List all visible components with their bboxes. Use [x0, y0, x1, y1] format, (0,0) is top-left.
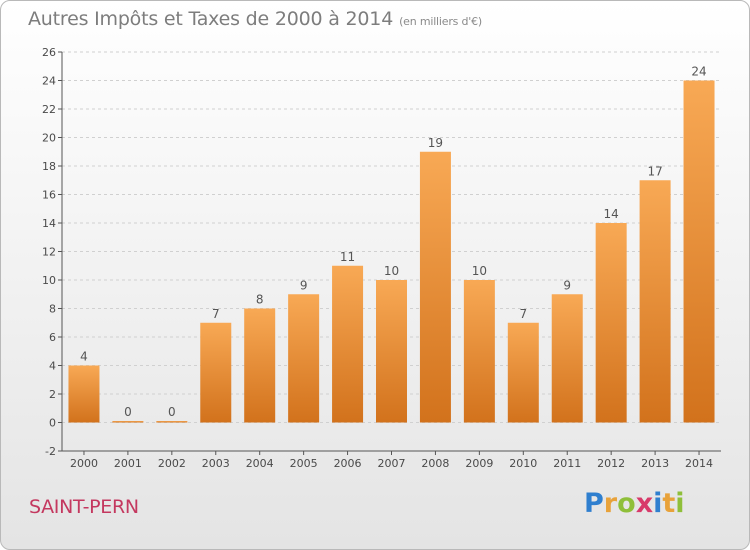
x-tick-label-2008: 2008 — [421, 457, 449, 470]
bar-2003 — [200, 322, 232, 423]
y-tick-label: 4 — [49, 360, 56, 373]
bar-2005 — [288, 294, 320, 423]
y-tick-label: 22 — [42, 103, 56, 116]
x-tick-label-2014: 2014 — [685, 457, 713, 470]
chart-subtitle: (en milliers d'€) — [399, 15, 482, 28]
x-tick-label-2013: 2013 — [641, 457, 669, 470]
logo-letter: t — [662, 488, 676, 519]
labels: -202468101214161820222426420000200102002… — [42, 46, 713, 470]
value-label-2000: 4 — [80, 350, 88, 364]
x-tick-label-2000: 2000 — [70, 457, 98, 470]
bar-2014 — [683, 80, 715, 423]
logo-letter: o — [617, 488, 636, 519]
bar-2013 — [639, 180, 671, 423]
x-tick-label-2010: 2010 — [509, 457, 537, 470]
y-tick-label: 24 — [42, 75, 56, 88]
logo-letter: x — [635, 488, 654, 519]
y-tick-label: 12 — [42, 246, 56, 259]
value-label-2006: 11 — [340, 250, 355, 264]
value-label-2009: 10 — [472, 264, 487, 278]
x-tick-label-2002: 2002 — [158, 457, 186, 470]
axes — [58, 51, 721, 455]
y-tick-label: 18 — [42, 160, 56, 173]
logo-letter: i — [675, 488, 685, 519]
y-tick-label: 8 — [49, 303, 56, 316]
x-tick-label-2001: 2001 — [114, 457, 142, 470]
x-tick-label-2007: 2007 — [378, 457, 406, 470]
value-label-2005: 9 — [300, 278, 308, 292]
y-tick-label: -2 — [45, 445, 56, 458]
commune-name: SAINT-PERN — [29, 496, 139, 518]
bar-2011 — [551, 294, 583, 423]
logo-letter: i — [653, 488, 663, 519]
y-tick-label: 26 — [42, 46, 56, 59]
bar-2001 — [112, 421, 144, 423]
value-label-2003: 7 — [212, 307, 220, 321]
y-tick-label: 16 — [42, 189, 56, 202]
x-tick-label-2011: 2011 — [553, 457, 581, 470]
bar-2004 — [244, 308, 276, 423]
y-tick-label: 0 — [49, 417, 56, 430]
bar-2010 — [507, 322, 539, 423]
bar-2009 — [463, 280, 495, 423]
bar-2006 — [332, 265, 364, 423]
value-label-2010: 7 — [519, 307, 527, 321]
value-label-2014: 24 — [691, 65, 706, 79]
y-tick-label: 2 — [49, 388, 56, 401]
chart-title-text: Autres Impôts et Taxes de 2000 à 2014 — [28, 8, 394, 30]
value-label-2011: 9 — [563, 278, 571, 292]
value-label-2013: 17 — [647, 164, 662, 178]
value-label-2004: 8 — [256, 293, 264, 307]
bars — [68, 80, 715, 423]
logo-letter: P — [584, 488, 604, 519]
x-tick-label-2004: 2004 — [246, 457, 274, 470]
x-tick-label-2009: 2009 — [465, 457, 493, 470]
y-tick-label: 6 — [49, 331, 56, 344]
chart-title: Autres Impôts et Taxes de 2000 à 2014 (en… — [28, 8, 482, 30]
logo-letter: r — [603, 488, 618, 519]
bar-2000 — [68, 365, 100, 423]
bar-2012 — [595, 223, 627, 423]
value-label-2002: 0 — [168, 405, 176, 419]
bar-2007 — [376, 280, 407, 423]
y-tick-label: 14 — [42, 217, 56, 230]
value-label-2012: 14 — [604, 207, 619, 221]
x-tick-label-2003: 2003 — [202, 457, 230, 470]
bar-2008 — [419, 151, 451, 423]
x-tick-label-2006: 2006 — [334, 457, 362, 470]
value-label-2001: 0 — [124, 405, 132, 419]
proxiti-logo: Proxiti — [584, 488, 685, 519]
value-label-2007: 10 — [384, 264, 399, 278]
bar-2002 — [156, 421, 188, 423]
y-tick-label: 20 — [42, 132, 56, 145]
x-tick-label-2012: 2012 — [597, 457, 625, 470]
y-tick-label: 10 — [42, 274, 56, 287]
x-tick-label-2005: 2005 — [290, 457, 318, 470]
value-label-2008: 19 — [428, 136, 443, 150]
